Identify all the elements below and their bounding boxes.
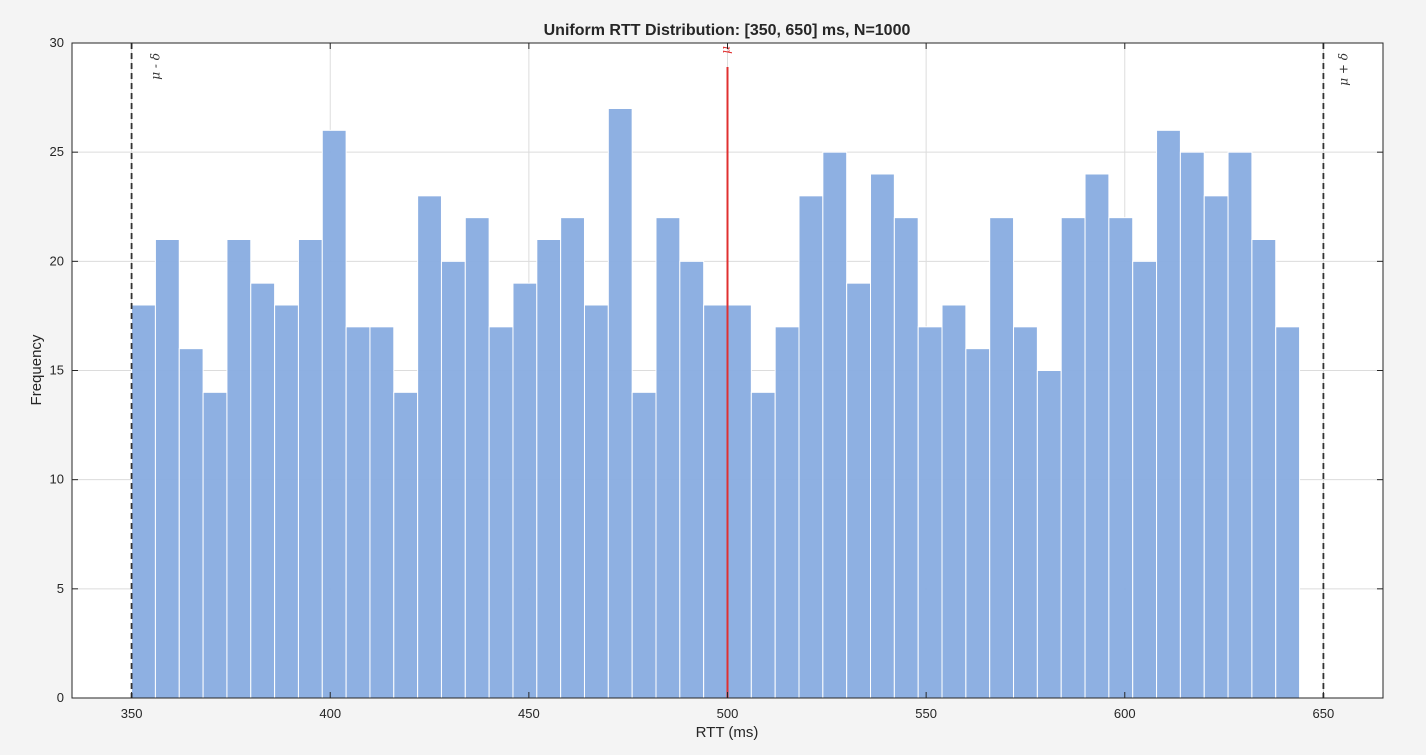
- histogram-bar: [583, 304, 609, 699]
- histogram-bar: [297, 239, 323, 699]
- x-tick-label: 450: [518, 706, 540, 721]
- histogram-bar: [369, 326, 395, 699]
- histogram-bar: [607, 108, 633, 699]
- x-tick-label: 350: [121, 706, 143, 721]
- y-tick-label: 10: [50, 472, 64, 487]
- x-tick-label: 600: [1114, 706, 1136, 721]
- histogram-bar: [440, 260, 466, 699]
- histogram-bar: [917, 326, 943, 699]
- histogram-bar: [417, 195, 442, 699]
- histogram-bar: [750, 391, 776, 699]
- histogram-bar: [727, 304, 752, 699]
- histogram-bar: [202, 391, 228, 699]
- histogram-bar: [846, 282, 872, 699]
- histogram-bar: [941, 304, 967, 699]
- histogram-bar: [893, 217, 919, 699]
- histogram-bar: [1108, 217, 1134, 699]
- histogram-bar: [178, 348, 204, 699]
- x-axis-label: RTT (ms): [696, 724, 759, 741]
- histogram-bar: [393, 391, 419, 699]
- y-axis-ticks: 0 5 10 15 20 25 30: [50, 35, 1383, 705]
- reference-lines: μ - δ μ μ + δ: [130, 43, 1350, 698]
- x-tick-label: 650: [1313, 706, 1335, 721]
- reference-line-label: μ - δ: [149, 53, 163, 80]
- histogram-bar: [488, 326, 514, 699]
- histogram-bar: [560, 217, 585, 699]
- y-tick-label: 20: [50, 253, 64, 268]
- histogram-bar: [274, 304, 299, 699]
- histogram-bar: [655, 217, 681, 699]
- y-tick-label: 30: [50, 35, 64, 50]
- histogram-bar: [226, 239, 252, 699]
- histogram-bar: [679, 260, 705, 699]
- chart-title: Uniform RTT Distribution: [350, 650] ms,…: [544, 22, 911, 39]
- histogram-bar: [1275, 326, 1301, 699]
- histogram-bar: [512, 282, 538, 699]
- histogram-bar: [1227, 151, 1253, 699]
- histogram-bar: [131, 304, 156, 699]
- y-tick-label: 0: [57, 690, 64, 705]
- histogram-bar: [798, 195, 824, 699]
- y-tick-label: 15: [50, 363, 64, 378]
- histogram-bar: [870, 173, 895, 699]
- histogram-bar: [464, 217, 490, 699]
- histogram-bar: [154, 239, 180, 699]
- reference-line-label: μ: [719, 46, 733, 54]
- histogram-bar: [1060, 217, 1086, 699]
- histogram-bar: [774, 326, 800, 699]
- y-tick-label: 5: [57, 581, 64, 596]
- histogram-bar: [250, 282, 276, 699]
- x-tick-label: 550: [915, 706, 937, 721]
- histogram-bar: [1156, 129, 1181, 699]
- histogram-bar: [1203, 195, 1229, 699]
- x-tick-label: 400: [319, 706, 341, 721]
- x-axis-ticks: 350 400 450 500 550 600 650: [121, 43, 1335, 721]
- histogram-bar: [1036, 370, 1062, 699]
- histogram-bar: [989, 217, 1015, 699]
- y-axis-label: Frequency: [28, 334, 45, 405]
- histogram-bar: [345, 326, 371, 699]
- reference-line-label: μ + δ: [1336, 53, 1350, 86]
- histogram-bar: [631, 391, 657, 699]
- y-tick-label: 25: [50, 144, 64, 159]
- histogram-bar: [1132, 260, 1158, 699]
- histogram-bar: [703, 304, 728, 699]
- histogram-bar: [1084, 173, 1110, 699]
- histogram-bar: [822, 151, 848, 699]
- bars-group: [131, 108, 1301, 699]
- histogram-bar: [321, 129, 347, 699]
- histogram-bar: [536, 239, 562, 699]
- x-tick-label: 500: [717, 706, 739, 721]
- histogram-bar: [1179, 151, 1205, 699]
- histogram-bar: [965, 348, 991, 699]
- histogram-bar: [1013, 326, 1038, 699]
- histogram-bar: [1251, 239, 1277, 699]
